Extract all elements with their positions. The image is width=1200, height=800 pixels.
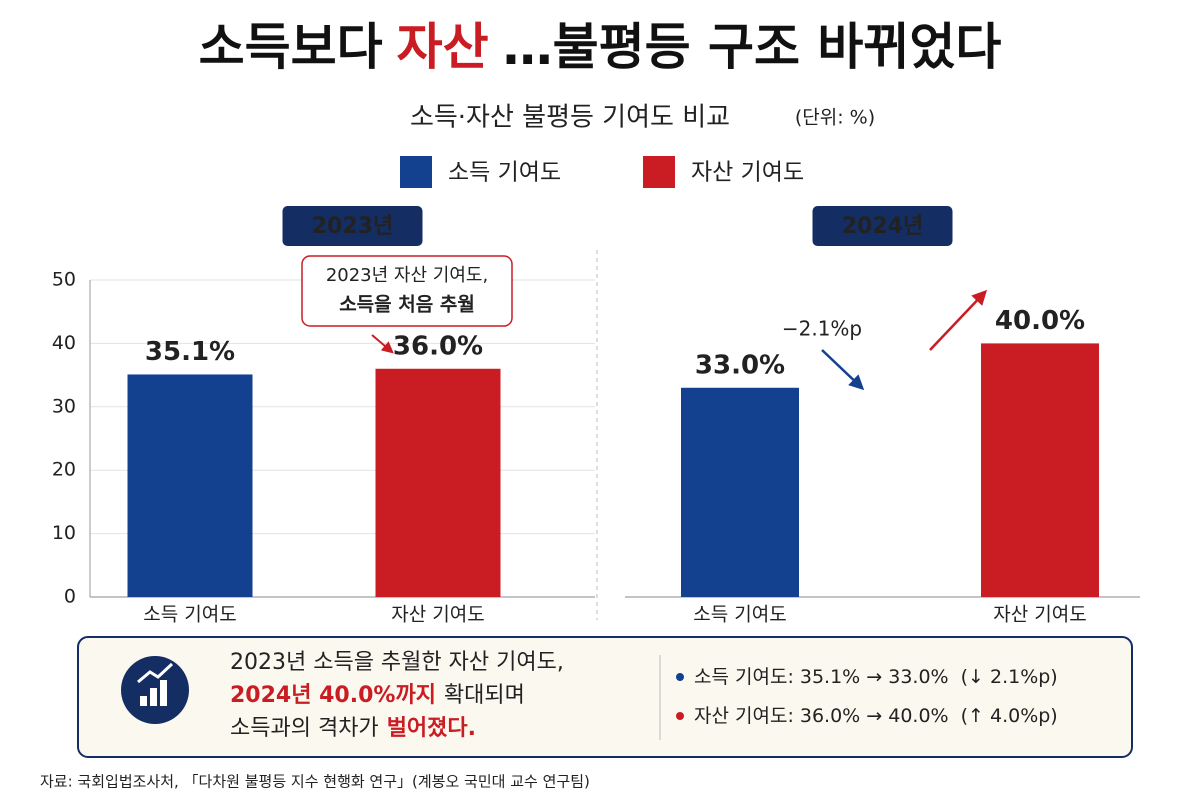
icon-bar bbox=[150, 688, 157, 706]
bullet-change: (↓ 2.1%p) bbox=[961, 666, 1058, 688]
summary-line: 소득과의 격차가 벌어졌다. bbox=[230, 716, 476, 741]
value-label: 36.0% bbox=[393, 331, 483, 361]
icon-trend bbox=[137, 662, 174, 684]
legend-swatch bbox=[400, 156, 432, 188]
x-tick-label: 자산 기여도 bbox=[993, 604, 1086, 626]
icon-bar bbox=[140, 696, 147, 706]
y-tick-label: 0 bbox=[64, 586, 76, 608]
y-tick-label: 40 bbox=[52, 332, 76, 354]
bar bbox=[681, 387, 799, 597]
panel-badge bbox=[282, 206, 423, 246]
change-label: −2.1%p bbox=[782, 317, 862, 341]
bullet-main: 자산 기여도: 36.0% → 40.0% bbox=[694, 705, 949, 727]
y-tick-label: 30 bbox=[52, 395, 76, 417]
callout-box bbox=[301, 255, 513, 327]
panel-badge bbox=[812, 206, 953, 246]
title-part: …불평등 구조 바뀌었다 bbox=[503, 18, 1002, 76]
summary-segment: 2024년 40.0%까지 bbox=[230, 683, 436, 708]
value-label: 40.0% bbox=[995, 306, 1085, 336]
summary-line: 2023년 소득을 추월한 자산 기여도, bbox=[230, 650, 564, 675]
icon-bar bbox=[160, 680, 167, 706]
summary-segment: 확대되며 bbox=[444, 683, 525, 708]
legend-label: 자산 기여도 bbox=[691, 160, 804, 186]
subtitle: 소득·자산 불평등 기여도 비교 bbox=[410, 103, 730, 133]
value-label: 33.0% bbox=[695, 350, 785, 380]
bullet-change: (↑ 4.0%p) bbox=[961, 705, 1058, 727]
panel-title: 2024년 bbox=[842, 214, 923, 239]
summary-segment: 벌어졌다. bbox=[387, 716, 476, 741]
bullet-dot bbox=[676, 673, 684, 681]
panel-title: 2023년 bbox=[312, 214, 393, 239]
unit: (단위: %) bbox=[795, 107, 875, 129]
summary-line: 2024년 40.0%까지 확대되며 bbox=[230, 683, 525, 708]
legend-swatch bbox=[643, 156, 675, 188]
bullet-dot bbox=[676, 712, 684, 720]
summary-segment: 소득과의 격차가 bbox=[230, 716, 379, 741]
bar bbox=[127, 374, 253, 597]
title-part: 소득보다 bbox=[199, 18, 383, 76]
change-arrow bbox=[821, 349, 865, 391]
callout-arrow bbox=[371, 334, 394, 354]
bullet-main: 소득 기여도: 35.1% → 33.0% bbox=[694, 666, 949, 688]
y-tick-label: 50 bbox=[52, 269, 76, 291]
summary-box bbox=[77, 636, 1133, 758]
y-tick-label: 20 bbox=[52, 459, 76, 481]
summary-segment: 2023년 소득을 추월한 자산 기여도, bbox=[230, 650, 564, 675]
bullet-text: 소득 기여도: 35.1% → 33.0% (↓ 2.1%p) bbox=[694, 666, 1058, 688]
bar bbox=[981, 343, 1099, 597]
source: 자료: 국회입법조사처, 「다차원 불평등 지수 현행화 연구」(계봉오 국민대… bbox=[40, 773, 590, 791]
y-tick-label: 10 bbox=[52, 522, 76, 544]
bar bbox=[375, 368, 501, 597]
legend-label: 소득 기여도 bbox=[448, 160, 561, 186]
x-tick-label: 자산 기여도 bbox=[391, 604, 484, 626]
title-part: 자산 bbox=[397, 18, 489, 76]
rise-arrow bbox=[929, 289, 988, 351]
title: 소득보다 자산 …불평등 구조 바뀌었다 bbox=[199, 18, 1002, 76]
value-label: 35.1% bbox=[145, 337, 235, 367]
callout-line: 소득을 처음 추월 bbox=[339, 294, 475, 316]
bullet-text: 자산 기여도: 36.0% → 40.0% (↑ 4.0%p) bbox=[694, 705, 1058, 727]
callout-line: 2023년 자산 기여도, bbox=[326, 265, 488, 286]
x-tick-label: 소득 기여도 bbox=[693, 604, 786, 626]
x-tick-label: 소득 기여도 bbox=[143, 604, 236, 626]
